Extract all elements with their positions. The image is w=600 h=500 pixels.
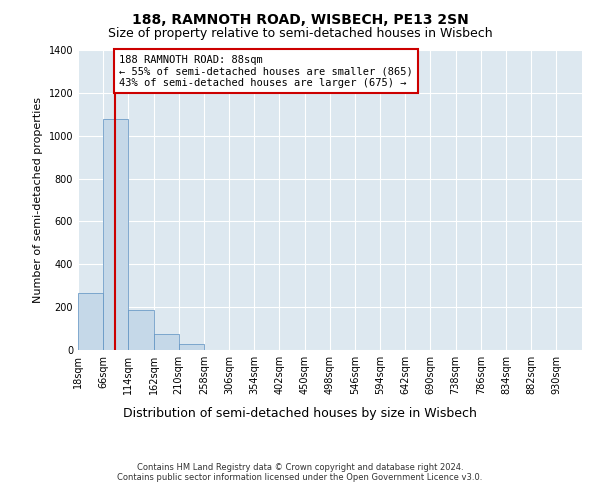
Bar [78,293,103,350]
Text: 188, RAMNOTH ROAD, WISBECH, PE13 2SN: 188, RAMNOTH ROAD, WISBECH, PE13 2SN [131,12,469,26]
Text: Contains HM Land Registry data © Crown copyright and database right 2024.: Contains HM Land Registry data © Crown c… [137,462,463,471]
Bar [154,334,179,350]
Bar [128,310,154,350]
Text: Size of property relative to semi-detached houses in Wisbech: Size of property relative to semi-detach… [107,28,493,40]
Text: Contains public sector information licensed under the Open Government Licence v3: Contains public sector information licen… [118,472,482,482]
Text: Distribution of semi-detached houses by size in Wisbech: Distribution of semi-detached houses by … [123,408,477,420]
Text: 188 RAMNOTH ROAD: 88sqm
← 55% of semi-detached houses are smaller (865)
43% of s: 188 RAMNOTH ROAD: 88sqm ← 55% of semi-de… [119,54,413,88]
Y-axis label: Number of semi-detached properties: Number of semi-detached properties [33,97,43,303]
Bar [179,344,204,350]
Bar [103,118,128,350]
